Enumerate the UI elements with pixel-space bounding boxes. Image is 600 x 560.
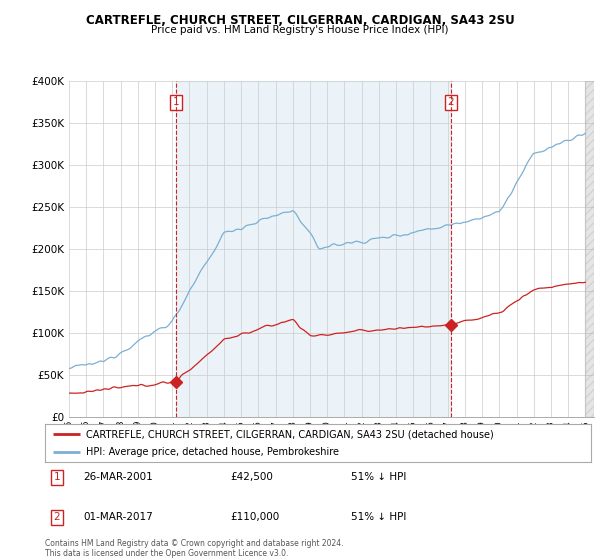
Text: 51% ↓ HPI: 51% ↓ HPI [351, 473, 406, 482]
Text: CARTREFLE, CHURCH STREET, CILGERRAN, CARDIGAN, SA43 2SU (detached house): CARTREFLE, CHURCH STREET, CILGERRAN, CAR… [86, 429, 494, 439]
Text: 01-MAR-2017: 01-MAR-2017 [83, 512, 153, 522]
Bar [176, 81, 451, 417]
Text: 26-MAR-2001: 26-MAR-2001 [83, 473, 153, 482]
Text: 1: 1 [173, 97, 179, 107]
Text: 1: 1 [53, 473, 61, 482]
Text: HPI: Average price, detached house, Pembrokeshire: HPI: Average price, detached house, Pemb… [86, 447, 339, 458]
Bar [586, 81, 594, 417]
Text: 51% ↓ HPI: 51% ↓ HPI [351, 512, 406, 522]
Text: 2: 2 [53, 512, 61, 522]
Text: Price paid vs. HM Land Registry's House Price Index (HPI): Price paid vs. HM Land Registry's House … [151, 25, 449, 35]
Text: 2: 2 [448, 97, 454, 107]
Text: CARTREFLE, CHURCH STREET, CILGERRAN, CARDIGAN, SA43 2SU: CARTREFLE, CHURCH STREET, CILGERRAN, CAR… [86, 14, 514, 27]
Text: Contains HM Land Registry data © Crown copyright and database right 2024.
This d: Contains HM Land Registry data © Crown c… [45, 539, 343, 558]
Text: £110,000: £110,000 [230, 512, 280, 522]
Text: £42,500: £42,500 [230, 473, 274, 482]
